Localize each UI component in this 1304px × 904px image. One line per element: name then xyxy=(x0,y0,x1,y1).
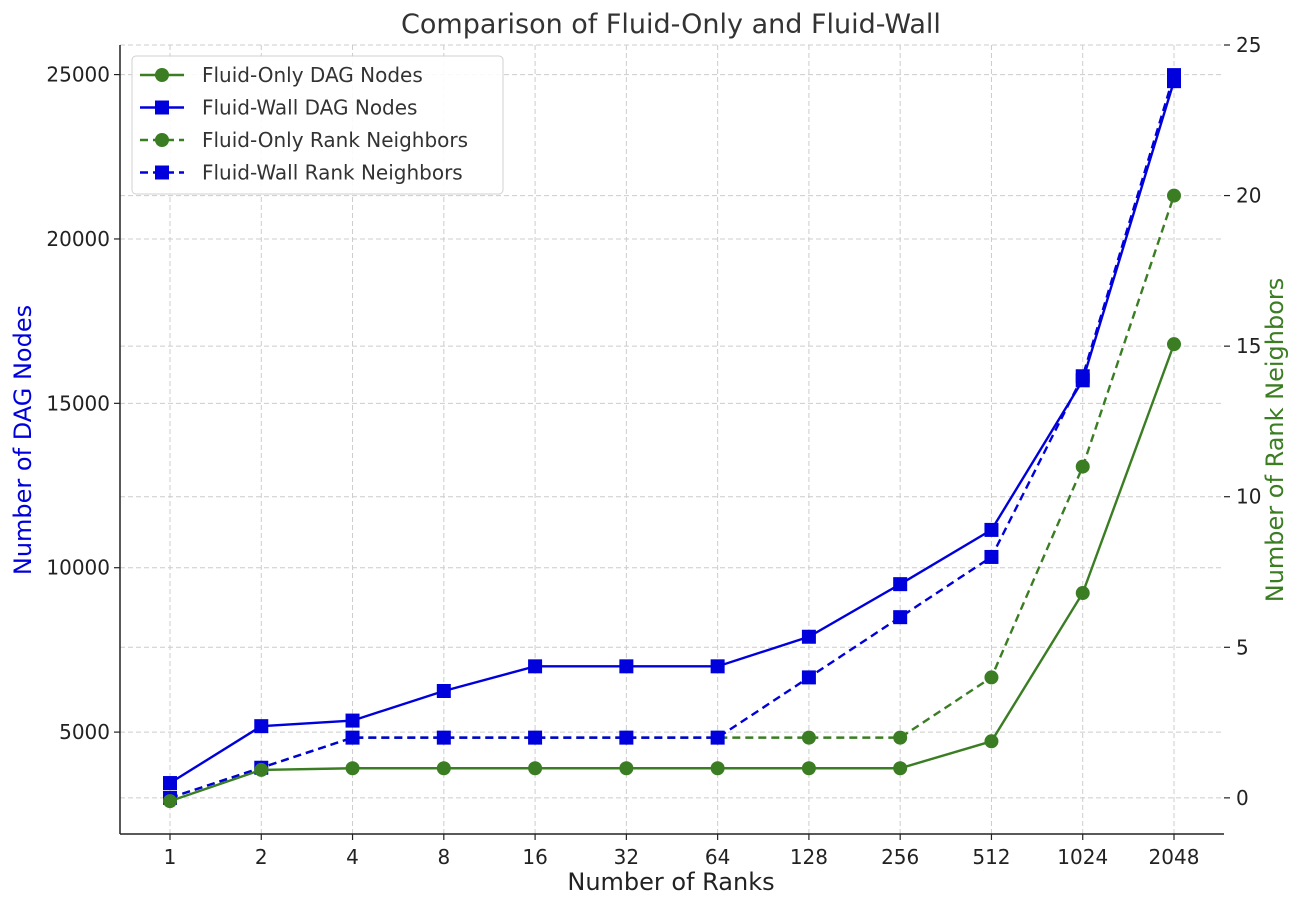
data-point-fluid-only-dag-nodes xyxy=(1075,586,1090,601)
data-point-fluid-only-rank-neighbors xyxy=(893,730,908,745)
series-line-fluid-wall-rank-neighbors xyxy=(169,74,1176,800)
data-point-fluid-only-rank-neighbors xyxy=(1075,459,1090,474)
legend-item-fluid-wall-rank-neighbors: Fluid-Wall Rank Neighbors xyxy=(140,161,463,185)
data-point-fluid-wall-rank-neighbors xyxy=(528,730,543,745)
y-tick-label-right: 5 xyxy=(1236,635,1249,659)
data-point-fluid-wall-rank-neighbors xyxy=(436,730,451,745)
y-tick-label-left: 5000 xyxy=(59,720,110,744)
data-point-fluid-only-dag-nodes xyxy=(710,761,725,776)
data-point-fluid-wall-dag-nodes xyxy=(1075,373,1090,388)
y-tick-label-right: 10 xyxy=(1236,485,1261,509)
legend-item-fluid-wall-dag-nodes: Fluid-Wall DAG Nodes xyxy=(140,96,417,120)
data-point-fluid-wall-dag-nodes xyxy=(163,776,177,791)
y-tick-label-left: 25000 xyxy=(46,63,110,87)
data-point-fluid-wall-rank-neighbors xyxy=(619,730,634,745)
data-point-fluid-only-dag-nodes xyxy=(893,761,908,776)
legend-box xyxy=(131,55,504,195)
y-tick-label-right: 20 xyxy=(1236,184,1261,208)
data-point-fluid-only-rank-neighbors xyxy=(984,670,999,685)
x-tick-label: 2 xyxy=(255,845,268,869)
series-line-fluid-wall-dag-nodes xyxy=(169,80,1176,785)
data-point-fluid-wall-dag-nodes xyxy=(254,719,269,734)
data-point-fluid-only-dag-nodes xyxy=(1167,337,1181,352)
data-point-fluid-wall-dag-nodes xyxy=(528,659,543,674)
data-point-fluid-only-dag-nodes xyxy=(345,761,360,776)
legend-marker xyxy=(155,133,169,147)
data-point-fluid-only-dag-nodes xyxy=(984,734,999,749)
data-point-fluid-wall-dag-nodes xyxy=(345,713,360,728)
legend-label: Fluid-Only Rank Neighbors xyxy=(202,128,468,152)
x-tick-label: 128 xyxy=(790,845,828,869)
series-layer xyxy=(163,68,1181,809)
x-tick-label: 512 xyxy=(972,845,1010,869)
data-point-fluid-only-dag-nodes xyxy=(254,762,269,777)
legend-item-fluid-only-rank-neighbors: Fluid-Only Rank Neighbors xyxy=(140,128,468,152)
chart-title: Comparison of Fluid-Only and Fluid-Wall xyxy=(401,9,941,40)
data-point-fluid-wall-dag-nodes xyxy=(710,659,725,674)
x-tick-label: 1024 xyxy=(1057,845,1108,869)
series-line-fluid-only-dag-nodes xyxy=(169,343,1176,803)
x-tick-label: 8 xyxy=(437,845,450,869)
data-point-fluid-only-dag-nodes xyxy=(528,761,543,776)
y-axis-label-right: Number of Rank Neighbors xyxy=(1261,278,1289,603)
data-point-fluid-wall-dag-nodes xyxy=(1167,74,1181,89)
data-point-fluid-wall-rank-neighbors xyxy=(345,730,360,745)
data-point-fluid-wall-dag-nodes xyxy=(619,659,634,674)
legend-item-fluid-only-dag-nodes: Fluid-Only DAG Nodes xyxy=(140,63,423,87)
legend: Fluid-Only DAG Nodes Fluid-Wall DAG Nodes… xyxy=(131,55,504,195)
x-tick-label: 2048 xyxy=(1149,845,1200,869)
data-point-fluid-only-rank-neighbors xyxy=(1167,188,1181,203)
data-point-fluid-only-dag-nodes xyxy=(801,761,816,776)
legend-marker xyxy=(155,165,169,180)
y-tick-label-right: 0 xyxy=(1236,786,1249,810)
data-point-fluid-wall-dag-nodes xyxy=(893,577,908,592)
axes: 1 2 4 8 16 32 64 128 256 512 1024 2048 5000 10000 1500… xyxy=(46,33,1261,869)
data-point-fluid-wall-dag-nodes xyxy=(436,683,451,698)
data-point-fluid-wall-dag-nodes xyxy=(801,629,816,644)
series-fluid-only-dag-nodes xyxy=(163,337,1181,809)
legend-marker xyxy=(155,68,169,82)
y-tick-label-left: 15000 xyxy=(46,391,110,415)
x-tick-label: 256 xyxy=(881,845,919,869)
x-tick-label: 1 xyxy=(164,845,177,869)
series-fluid-wall-dag-nodes xyxy=(163,74,1181,791)
data-point-fluid-wall-dag-nodes xyxy=(984,522,999,537)
y-axis-label-left: Number of DAG Nodes xyxy=(9,305,37,575)
y-tick-label-left: 10000 xyxy=(46,556,110,580)
data-point-fluid-wall-rank-neighbors xyxy=(801,670,816,685)
x-tick-label: 16 xyxy=(522,845,547,869)
x-tick-label: 64 xyxy=(705,845,730,869)
x-axis-label: Number of Ranks xyxy=(567,868,774,896)
legend-label: Fluid-Wall Rank Neighbors xyxy=(202,161,463,185)
data-point-fluid-wall-rank-neighbors xyxy=(710,730,725,745)
y-tick-label-right: 15 xyxy=(1236,334,1261,358)
x-tick-label: 32 xyxy=(614,845,639,869)
data-point-fluid-only-rank-neighbors xyxy=(801,730,816,745)
legend-marker xyxy=(155,100,169,115)
legend-label: Fluid-Only DAG Nodes xyxy=(202,63,423,87)
data-point-fluid-wall-rank-neighbors xyxy=(984,549,999,564)
data-point-fluid-only-dag-nodes xyxy=(436,761,451,776)
x-tick-label: 4 xyxy=(346,845,359,869)
legend-label: Fluid-Wall DAG Nodes xyxy=(202,96,417,120)
y-tick-label-left: 20000 xyxy=(46,227,110,251)
data-point-fluid-wall-rank-neighbors xyxy=(893,610,908,625)
data-point-fluid-only-dag-nodes xyxy=(163,794,177,809)
y-tick-label-right: 25 xyxy=(1236,33,1261,57)
data-point-fluid-only-dag-nodes xyxy=(619,761,634,776)
